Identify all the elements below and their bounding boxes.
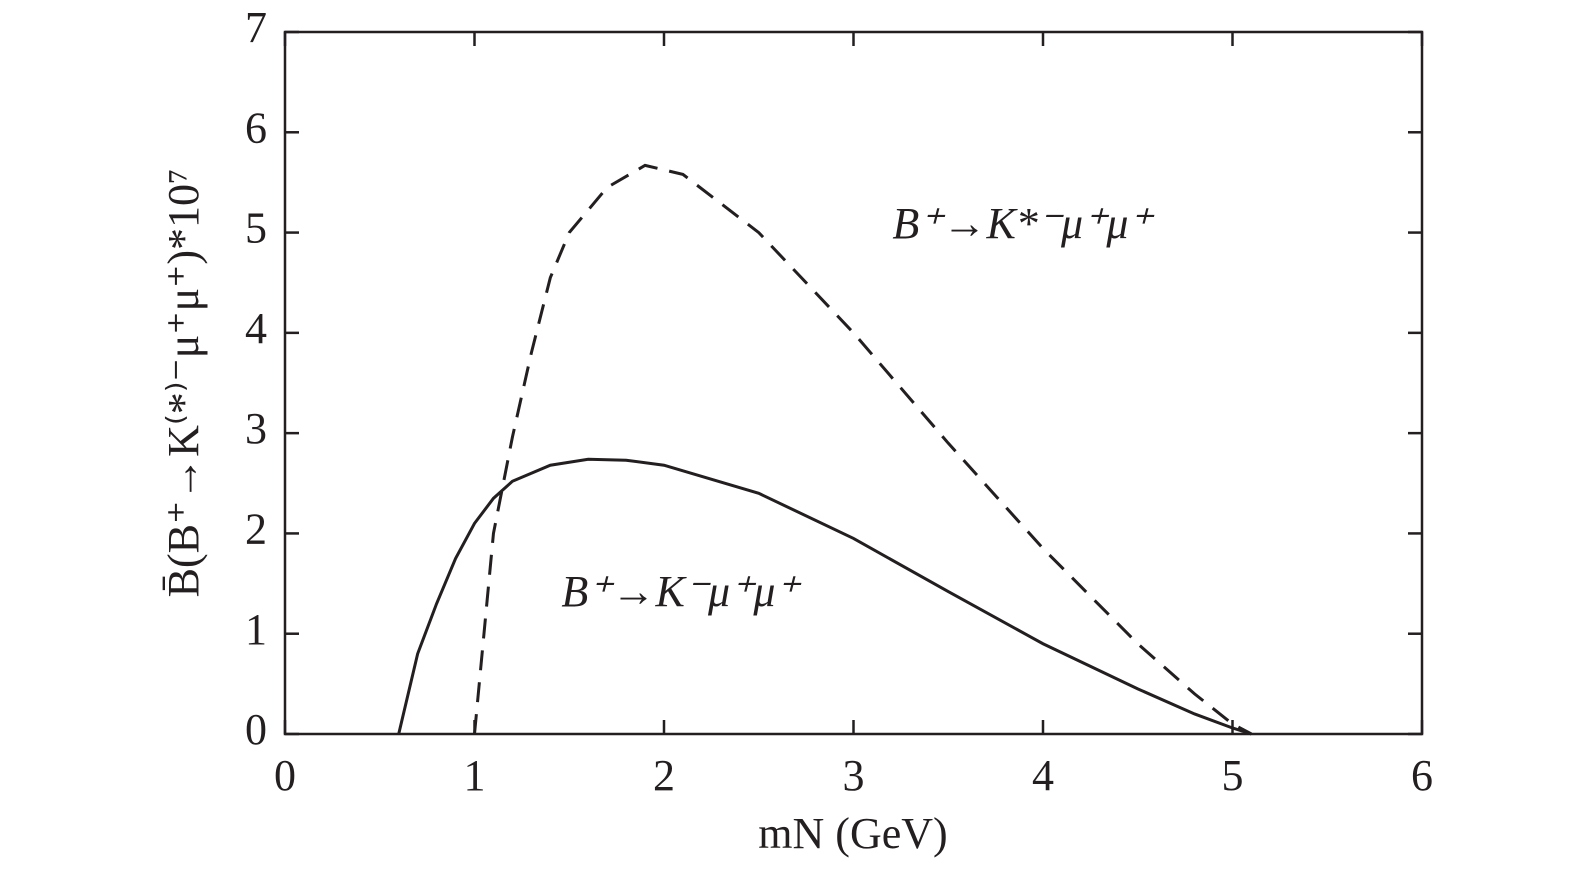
x-tick-label: 2: [653, 751, 675, 800]
x-tick-label: 4: [1032, 751, 1054, 800]
y-axis-label: B̄(B⁺→K⁽*⁾⁻μ⁺μ⁺)*10⁷: [159, 169, 208, 598]
y-tick-label: 7: [245, 3, 267, 52]
x-tick-label: 3: [843, 751, 865, 800]
annotation: B⁺→K⁻μ⁺μ⁺: [561, 567, 802, 616]
x-axis-label: mN (GeV): [758, 809, 947, 858]
y-tick-label: 5: [245, 204, 267, 253]
y-tick-label: 1: [245, 605, 267, 654]
y-tick-label: 6: [245, 103, 267, 152]
x-tick-label: 6: [1411, 751, 1433, 800]
x-tick-label: 1: [464, 751, 486, 800]
y-tick-label: 3: [245, 404, 267, 453]
annotation: B⁺→K*⁻μ⁺μ⁺: [892, 199, 1155, 248]
data-line: [397, 457, 1252, 736]
x-tick-label: 5: [1222, 751, 1244, 800]
y-tick-label: 4: [245, 304, 267, 353]
y-tick-label: 0: [245, 705, 267, 754]
x-tick-label: 0: [274, 751, 296, 800]
plot-frame: [283, 30, 1424, 736]
data-line: [473, 163, 1253, 736]
y-tick-label: 2: [245, 505, 267, 554]
